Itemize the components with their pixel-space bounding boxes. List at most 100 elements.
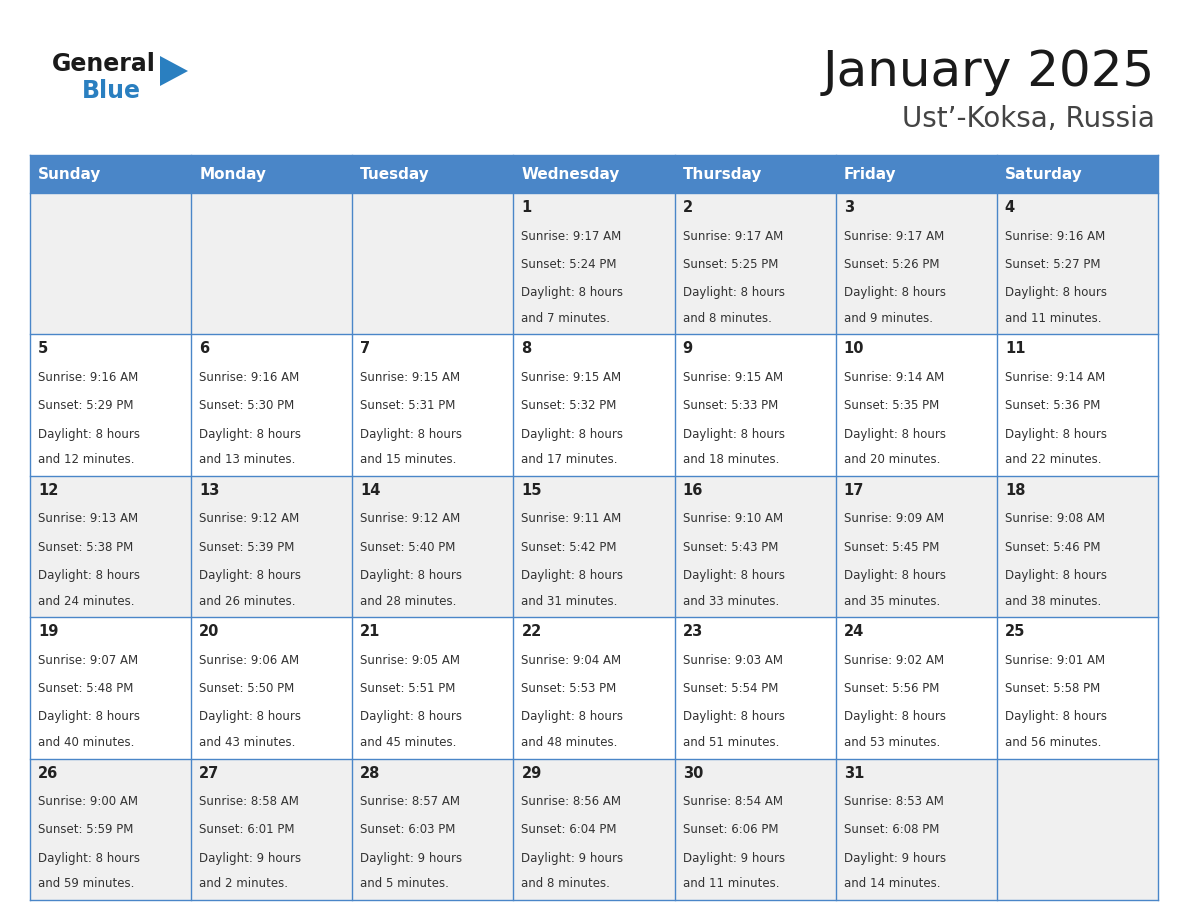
Text: 30: 30: [683, 766, 703, 780]
Text: Sunrise: 9:15 AM: Sunrise: 9:15 AM: [683, 371, 783, 384]
Bar: [191, 193, 353, 334]
Text: Sunset: 5:56 PM: Sunset: 5:56 PM: [843, 682, 939, 695]
Text: and 59 minutes.: and 59 minutes.: [38, 878, 134, 890]
Text: and 31 minutes.: and 31 minutes.: [522, 595, 618, 608]
Text: 22: 22: [522, 624, 542, 639]
Text: Sunrise: 9:07 AM: Sunrise: 9:07 AM: [38, 654, 138, 666]
Text: Daylight: 8 hours: Daylight: 8 hours: [843, 286, 946, 299]
Text: and 17 minutes.: and 17 minutes.: [522, 453, 618, 466]
Text: Sunset: 5:40 PM: Sunset: 5:40 PM: [360, 541, 456, 554]
Text: 23: 23: [683, 624, 703, 639]
Text: 10: 10: [843, 341, 864, 356]
Text: Daylight: 8 hours: Daylight: 8 hours: [522, 711, 624, 723]
Text: Daylight: 8 hours: Daylight: 8 hours: [1005, 428, 1107, 441]
Bar: [513, 334, 675, 476]
Bar: [835, 334, 997, 476]
Text: Sunset: 5:35 PM: Sunset: 5:35 PM: [843, 399, 939, 412]
Text: and 33 minutes.: and 33 minutes.: [683, 595, 779, 608]
Text: 19: 19: [38, 624, 58, 639]
Bar: [675, 476, 835, 617]
Text: and 13 minutes.: and 13 minutes.: [200, 453, 296, 466]
Bar: [353, 155, 513, 193]
Text: and 15 minutes.: and 15 minutes.: [360, 453, 456, 466]
Text: Daylight: 8 hours: Daylight: 8 hours: [38, 569, 140, 582]
Bar: [835, 476, 997, 617]
Bar: [997, 758, 1158, 900]
Text: Ust’-Koksa, Russia: Ust’-Koksa, Russia: [902, 105, 1155, 133]
Text: 27: 27: [200, 766, 220, 780]
Text: and 11 minutes.: and 11 minutes.: [1005, 312, 1101, 325]
Text: January 2025: January 2025: [823, 48, 1155, 96]
Bar: [997, 334, 1158, 476]
Bar: [353, 617, 513, 758]
Text: Sunrise: 9:04 AM: Sunrise: 9:04 AM: [522, 654, 621, 666]
Text: Daylight: 8 hours: Daylight: 8 hours: [1005, 711, 1107, 723]
Text: 12: 12: [38, 483, 58, 498]
Text: and 28 minutes.: and 28 minutes.: [360, 595, 456, 608]
Text: Sunset: 5:38 PM: Sunset: 5:38 PM: [38, 541, 133, 554]
Text: Sunset: 5:29 PM: Sunset: 5:29 PM: [38, 399, 133, 412]
Text: Sunrise: 9:14 AM: Sunrise: 9:14 AM: [1005, 371, 1105, 384]
Bar: [997, 193, 1158, 334]
Polygon shape: [160, 56, 188, 86]
Text: General: General: [52, 52, 156, 76]
Text: Sunrise: 9:17 AM: Sunrise: 9:17 AM: [683, 230, 783, 242]
Text: and 38 minutes.: and 38 minutes.: [1005, 595, 1101, 608]
Text: 2: 2: [683, 200, 693, 215]
Bar: [30, 193, 191, 334]
Text: Friday: Friday: [843, 166, 896, 182]
Text: Sunrise: 9:01 AM: Sunrise: 9:01 AM: [1005, 654, 1105, 666]
Text: Daylight: 8 hours: Daylight: 8 hours: [360, 428, 462, 441]
Text: Daylight: 8 hours: Daylight: 8 hours: [522, 286, 624, 299]
Text: and 14 minutes.: and 14 minutes.: [843, 878, 940, 890]
Text: and 35 minutes.: and 35 minutes.: [843, 595, 940, 608]
Text: 11: 11: [1005, 341, 1025, 356]
Text: and 8 minutes.: and 8 minutes.: [522, 878, 611, 890]
Text: Sunset: 5:43 PM: Sunset: 5:43 PM: [683, 541, 778, 554]
Text: Sunset: 5:25 PM: Sunset: 5:25 PM: [683, 258, 778, 271]
Text: Daylight: 9 hours: Daylight: 9 hours: [683, 852, 785, 865]
Bar: [191, 758, 353, 900]
Text: Sunrise: 9:09 AM: Sunrise: 9:09 AM: [843, 512, 943, 525]
Bar: [353, 758, 513, 900]
Text: 9: 9: [683, 341, 693, 356]
Text: Daylight: 8 hours: Daylight: 8 hours: [200, 428, 301, 441]
Text: Sunday: Sunday: [38, 166, 101, 182]
Text: Sunset: 5:45 PM: Sunset: 5:45 PM: [843, 541, 939, 554]
Text: Sunset: 5:26 PM: Sunset: 5:26 PM: [843, 258, 940, 271]
Bar: [191, 334, 353, 476]
Text: Saturday: Saturday: [1005, 166, 1082, 182]
Text: Daylight: 8 hours: Daylight: 8 hours: [360, 711, 462, 723]
Bar: [675, 758, 835, 900]
Text: Daylight: 8 hours: Daylight: 8 hours: [1005, 569, 1107, 582]
Bar: [191, 476, 353, 617]
Text: Sunset: 5:48 PM: Sunset: 5:48 PM: [38, 682, 133, 695]
Text: 8: 8: [522, 341, 532, 356]
Text: Sunrise: 8:56 AM: Sunrise: 8:56 AM: [522, 795, 621, 808]
Text: Daylight: 8 hours: Daylight: 8 hours: [683, 569, 784, 582]
Text: and 22 minutes.: and 22 minutes.: [1005, 453, 1101, 466]
Text: Sunrise: 8:58 AM: Sunrise: 8:58 AM: [200, 795, 299, 808]
Text: 31: 31: [843, 766, 864, 780]
Bar: [997, 476, 1158, 617]
Bar: [513, 758, 675, 900]
Text: and 40 minutes.: and 40 minutes.: [38, 736, 134, 749]
Text: Sunrise: 9:15 AM: Sunrise: 9:15 AM: [360, 371, 461, 384]
Text: Daylight: 8 hours: Daylight: 8 hours: [683, 428, 784, 441]
Text: and 12 minutes.: and 12 minutes.: [38, 453, 134, 466]
Bar: [675, 155, 835, 193]
Text: 29: 29: [522, 766, 542, 780]
Text: and 24 minutes.: and 24 minutes.: [38, 595, 134, 608]
Text: 15: 15: [522, 483, 542, 498]
Text: 1: 1: [522, 200, 532, 215]
Text: Sunrise: 9:12 AM: Sunrise: 9:12 AM: [360, 512, 461, 525]
Text: Sunrise: 9:00 AM: Sunrise: 9:00 AM: [38, 795, 138, 808]
Text: and 18 minutes.: and 18 minutes.: [683, 453, 779, 466]
Bar: [30, 334, 191, 476]
Text: 28: 28: [360, 766, 380, 780]
Text: Daylight: 8 hours: Daylight: 8 hours: [360, 569, 462, 582]
Text: Sunrise: 8:57 AM: Sunrise: 8:57 AM: [360, 795, 460, 808]
Bar: [675, 334, 835, 476]
Text: Sunrise: 9:16 AM: Sunrise: 9:16 AM: [200, 371, 299, 384]
Text: Daylight: 8 hours: Daylight: 8 hours: [38, 428, 140, 441]
